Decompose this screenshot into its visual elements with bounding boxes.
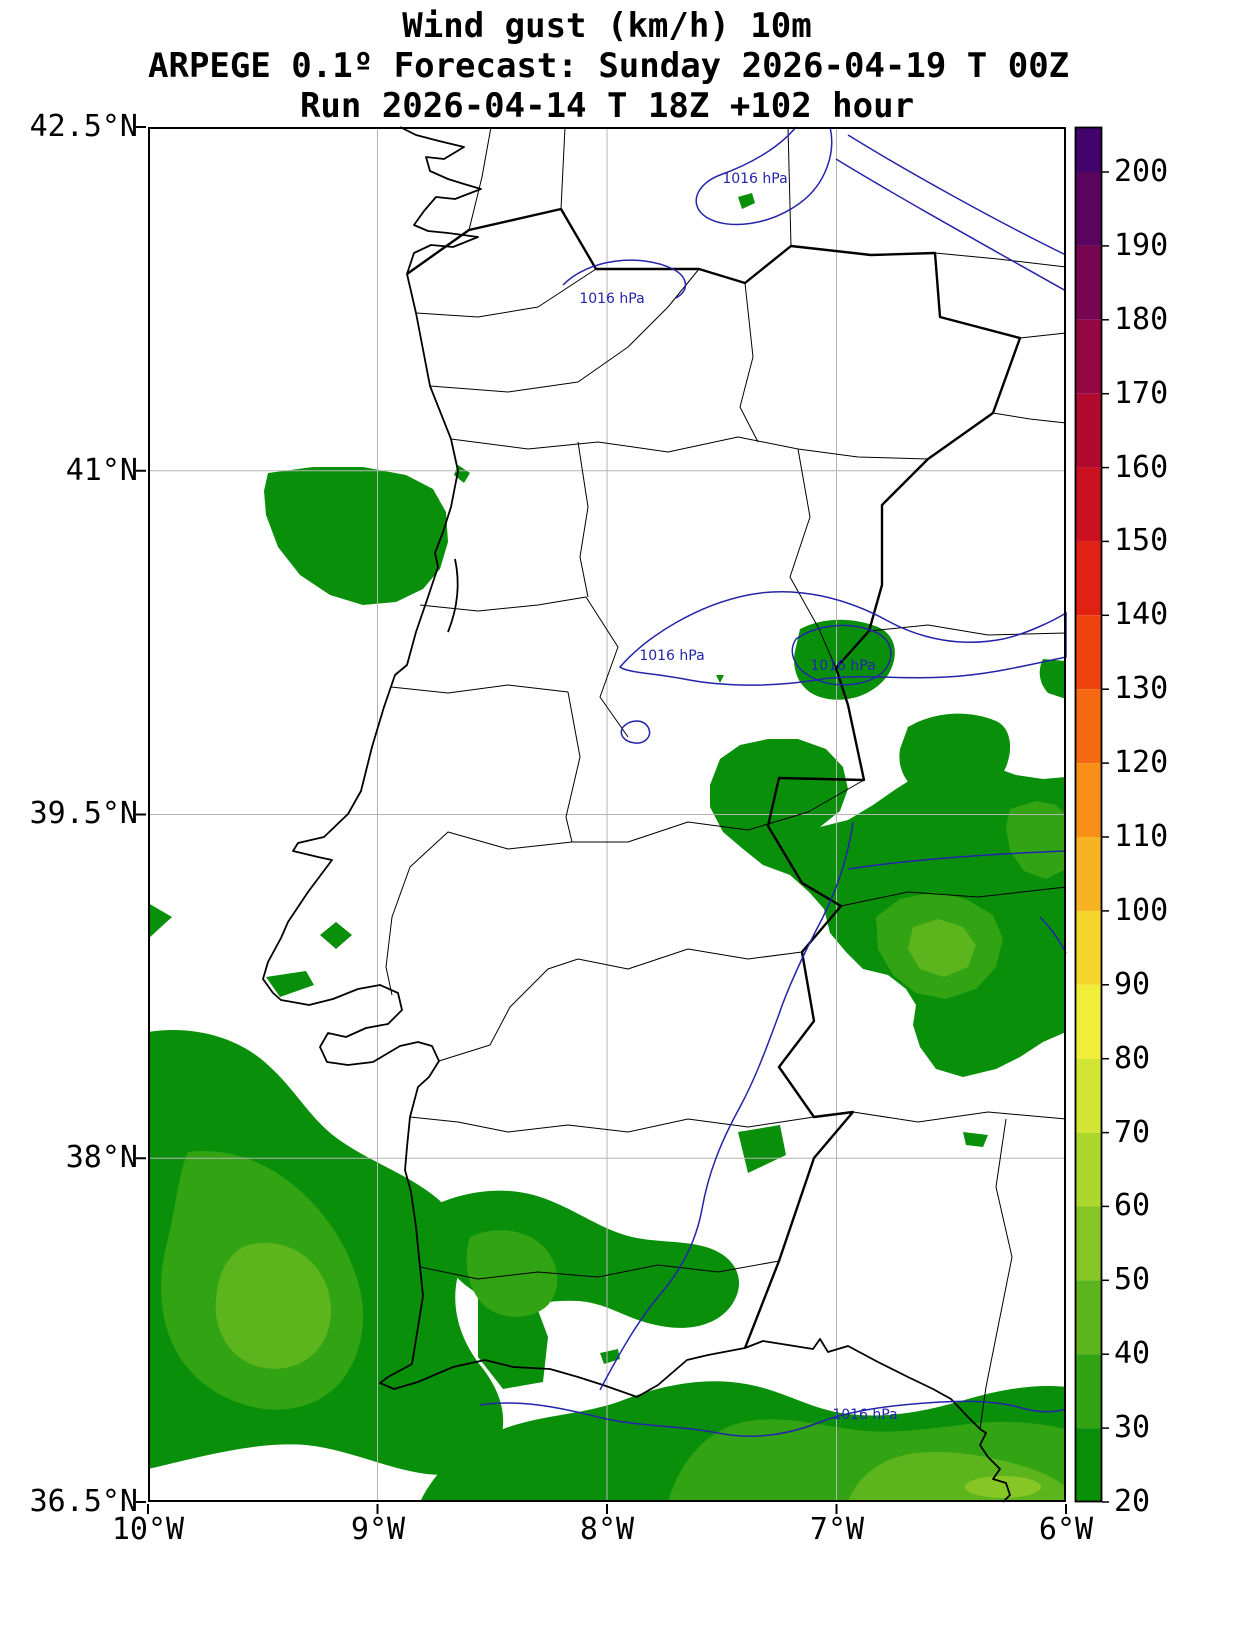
colorbar-tick-marks [1102,171,1109,1503]
colorbar-tick-label: 50 [1114,1262,1151,1297]
colorbar-segment [1075,615,1102,690]
district-borders [385,126,1067,1430]
colorbar-tick-label: 70 [1114,1115,1151,1150]
colorbar-tick-label: 60 [1114,1188,1151,1223]
colorbar-tick-label: 150 [1114,523,1169,558]
colorbar-segment [1075,689,1102,764]
colorbar-segment [1075,910,1102,985]
isobar-label: 1016 hPa [579,291,644,307]
y-tick-label: 38°N [65,1140,138,1175]
colorbar-segment [1075,1354,1102,1429]
colorbar-tick-label: 100 [1114,893,1169,928]
colorbar-segment [1075,541,1102,616]
x-tick-label: 7°W [809,1512,865,1547]
colorbar-segment [1075,127,1102,172]
colorbar-tick-label: 30 [1114,1410,1151,1445]
colorbar-segment [1075,319,1102,394]
y-tick-label: 39.5°N [29,796,138,831]
colorbar-tick-label: 130 [1114,671,1169,706]
colorbar-tick-label: 80 [1114,1041,1151,1076]
gust-fill-level-4 [965,1476,1041,1498]
colorbar-segment [1075,172,1102,246]
map-frame [148,127,1066,1502]
x-tick-label: 10°W [111,1512,185,1547]
colorbar-tick-label: 20 [1114,1484,1151,1519]
colorbar-segment [1075,467,1102,542]
gridlines [148,127,1066,1502]
colorbar-tick-label: 120 [1114,745,1169,780]
colorbar-segments [1075,127,1102,1502]
country-border [406,207,1022,1349]
x-tick-label: 6°W [1038,1512,1094,1547]
y-tick-label: 42.5°N [29,109,138,144]
colorbar [1074,126,1109,1503]
y-tick-label: 36.5°N [29,1484,138,1519]
colorbar-segment [1075,984,1102,1059]
colorbar-tick-label: 200 [1114,154,1169,189]
colorbar-tick-label: 110 [1114,819,1169,854]
isobar-labels: 1016 hPa 1016 hPa 1016 hPa 1016 hPa 1016… [579,171,897,1423]
colorbar-segment [1075,837,1102,911]
colorbar-segment [1075,763,1102,837]
colorbar-tick-label: 90 [1114,967,1151,1002]
colorbar-tick-label: 40 [1114,1336,1151,1371]
colorbar-segment [1075,1206,1102,1281]
colorbar-segment [1075,245,1102,320]
x-tick-label: 9°W [350,1512,406,1547]
colorbar-tick-label: 180 [1114,302,1169,337]
colorbar-segment [1075,1058,1102,1133]
title-line-1: Wind gust (km/h) 10m [402,6,812,46]
map-canvas: 1016 hPa 1016 hPa 1016 hPa 1016 hPa 1016… [136,126,1067,1514]
chart-title: Wind gust (km/h) 10m ARPEGE 0.1º Forecas… [148,6,1070,126]
isobar-label: 1016 hPa [810,658,875,674]
y-tick-label: 41°N [65,453,138,488]
colorbar-segment [1075,1132,1102,1207]
isobar-label: 1016 hPa [639,648,704,664]
colorbar-tick-label: 190 [1114,228,1169,263]
colorbar-segment [1075,1428,1102,1502]
colorbar-segment [1075,1280,1102,1355]
gust-fill-level-3 [215,919,1066,1502]
colorbar-segment [1075,393,1102,468]
colorbar-frame [1074,126,1103,1503]
x-tick-label: 8°W [579,1512,635,1547]
colorbar-tick-label: 160 [1114,450,1169,485]
isobar-label: 1016 hPa [832,1407,897,1423]
axis-tick-marks [136,126,1067,1514]
colorbar-tick-label: 140 [1114,597,1169,632]
title-line-2: ARPEGE 0.1º Forecast: Sunday 2026-04-19 … [148,46,1070,86]
isobar-label: 1016 hPa [722,171,787,187]
title-line-3: Run 2026-04-14 T 18Z +102 hour [299,86,915,126]
colorbar-tick-label: 170 [1114,376,1169,411]
coastline [262,126,1011,1503]
